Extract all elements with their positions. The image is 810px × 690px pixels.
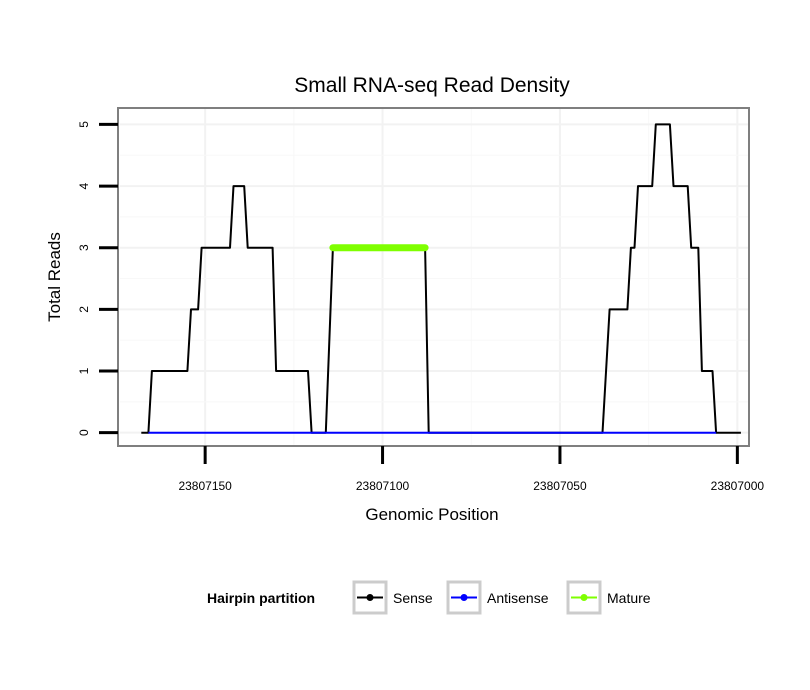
y-tick-label: 2 xyxy=(77,306,91,313)
legend-point-mature xyxy=(580,594,588,601)
x-axis-title: Genomic Position xyxy=(365,505,498,524)
plot-panel-border xyxy=(117,107,750,447)
y-tick-label: 1 xyxy=(77,367,91,374)
legend-item-antisense: Antisense xyxy=(446,580,549,615)
x-tick-label: 23807050 xyxy=(533,479,587,493)
y-tick-label: 4 xyxy=(77,182,91,189)
x-tick-label: 23807150 xyxy=(178,479,232,493)
legend-title: Hairpin partition xyxy=(207,590,315,606)
legend-point-sense xyxy=(366,594,374,601)
legend-item-mature: Mature xyxy=(566,580,651,615)
legend-label-antisense: Antisense xyxy=(487,590,549,606)
legend-item-sense: Sense xyxy=(352,580,433,615)
series-lines xyxy=(141,123,741,434)
legend: Hairpin partition Sense Antisense Mature xyxy=(207,580,651,615)
y-tick-label: 0 xyxy=(77,429,91,436)
axes: 23807150 23807100 23807050 23807000 0 1 2 3 4 5 xyxy=(77,121,764,493)
y-axis-title: Total Reads xyxy=(45,232,64,322)
chart-title: Small RNA-seq Read Density xyxy=(294,74,570,97)
legend-label-mature: Mature xyxy=(607,590,651,606)
y-tick-label: 5 xyxy=(77,121,91,128)
grid xyxy=(120,109,748,445)
x-tick-label: 23807100 xyxy=(356,479,410,493)
y-tick-label: 3 xyxy=(77,244,91,251)
x-tick-label: 23807000 xyxy=(711,479,765,493)
legend-label-sense: Sense xyxy=(393,590,433,606)
legend-point-antisense xyxy=(460,594,468,601)
